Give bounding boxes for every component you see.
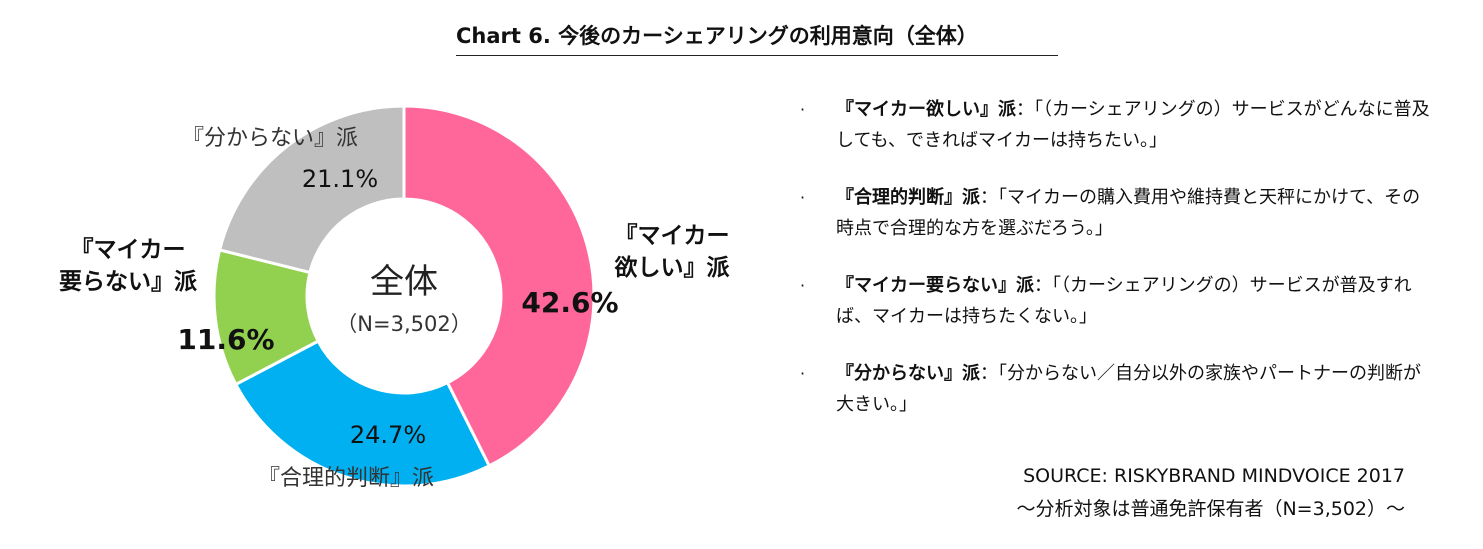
slice-category-label: 『マイカー — [615, 222, 730, 249]
chart-title: Chart 6. 今後のカーシェアリングの利用意向（全体） — [456, 24, 978, 48]
donut-chart: 42.6% 『マイカー欲しい』派 24.7% 『合理的判断』派 11.6% 『マイカー要ら… — [59, 104, 730, 491]
title-underline — [456, 55, 1058, 56]
slice-category-label: 『マイカー — [71, 236, 186, 263]
description-list: · 『マイカー欲しい』派：「（カーシェアリングの）サービスがどんなに普及しても、… — [800, 94, 1440, 446]
source-scope-line: ～分析対象は普通免許保有者（N=3,502）～ — [1016, 498, 1405, 520]
donut-slice — [233, 339, 492, 488]
source-note: SOURCE: RISKYBRAND MINDVOICE 2017 ～分析対象は… — [1016, 460, 1405, 526]
donut-slice — [402, 104, 596, 468]
description-separator: ： — [1034, 275, 1052, 296]
description-head: 『合理的判断』派 — [836, 187, 980, 208]
description-body: 「（カーシェアリングの）サービスがどんなに普及しても、できればマイカーは持ちたい… — [836, 99, 1430, 151]
description-body: 「分からない／自分以外の家族やパートナーの判断が大きい。」 — [836, 363, 1421, 415]
description-separator: ： — [980, 187, 998, 208]
center-label: 全体 — [370, 262, 438, 302]
description-head: 『マイカー欲しい』派 — [836, 99, 1016, 120]
description-item: · 『マイカー要らない』派：「（カーシェアリングの）サービスが普及すれば、マイカ… — [800, 270, 1440, 358]
slice-category-label: 『合理的判断』派 — [258, 466, 434, 491]
bullet-marker: · — [800, 188, 806, 207]
description-item: · 『分からない』派：「分からない／自分以外の家族やパートナーの判断が大きい。」 — [800, 358, 1440, 446]
slice-value-label: 11.6% — [177, 323, 274, 356]
slice-category-label: 欲しい』派 — [614, 254, 730, 281]
bullet-marker: · — [800, 276, 806, 295]
slice-value-label: 21.1% — [302, 165, 378, 193]
description-head: 『分からない』派 — [836, 363, 980, 384]
center-sublabel: （N=3,502） — [336, 312, 471, 336]
description-item: · 『マイカー欲しい』派：「（カーシェアリングの）サービスがどんなに普及しても、… — [800, 94, 1440, 182]
description-head: 『マイカー要らない』派 — [836, 275, 1034, 296]
description-item: · 『合理的判断』派：「マイカーの購入費用や維持費と天秤にかけて、その時点で合理… — [800, 182, 1440, 270]
donut-slice — [217, 104, 406, 275]
bullet-marker: · — [800, 100, 806, 119]
slice-value-label: 42.6% — [521, 286, 618, 319]
source-line: SOURCE: RISKYBRAND MINDVOICE 2017 — [1023, 465, 1405, 487]
description-separator: ： — [1016, 99, 1034, 120]
slice-value-label: 24.7% — [350, 421, 426, 449]
description-body: 「（カーシェアリングの）サービスが普及すれば、マイカーは持ちたくない。」 — [836, 275, 1412, 327]
description-body: 「マイカーの購入費用や維持費と天秤にかけて、その時点で合理的な方を選ぶだろう。」 — [836, 187, 1421, 239]
bullet-marker: · — [800, 364, 806, 383]
slice-category-label: 要らない』派 — [59, 269, 197, 295]
slice-category-label: 『分からない』派 — [182, 126, 358, 151]
description-separator: ： — [980, 363, 998, 384]
